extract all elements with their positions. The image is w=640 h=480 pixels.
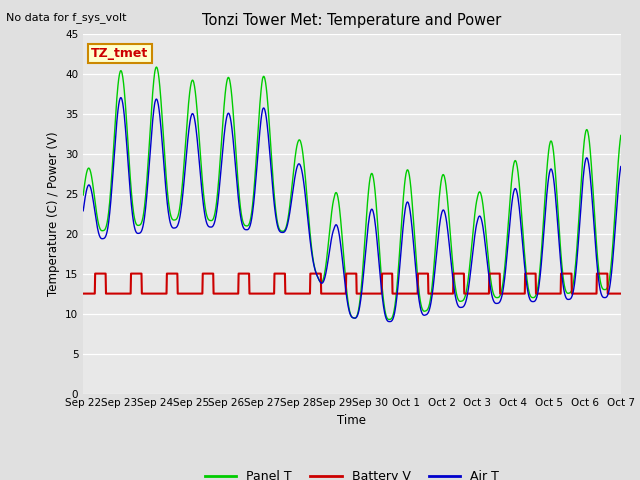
X-axis label: Time: Time [337,414,367,427]
Title: Tonzi Tower Met: Temperature and Power: Tonzi Tower Met: Temperature and Power [202,13,502,28]
Y-axis label: Temperature (C) / Power (V): Temperature (C) / Power (V) [47,132,60,296]
Legend: Panel T, Battery V, Air T: Panel T, Battery V, Air T [200,465,504,480]
Text: No data for f_sys_volt: No data for f_sys_volt [6,12,127,23]
Text: TZ_tmet: TZ_tmet [92,47,148,60]
